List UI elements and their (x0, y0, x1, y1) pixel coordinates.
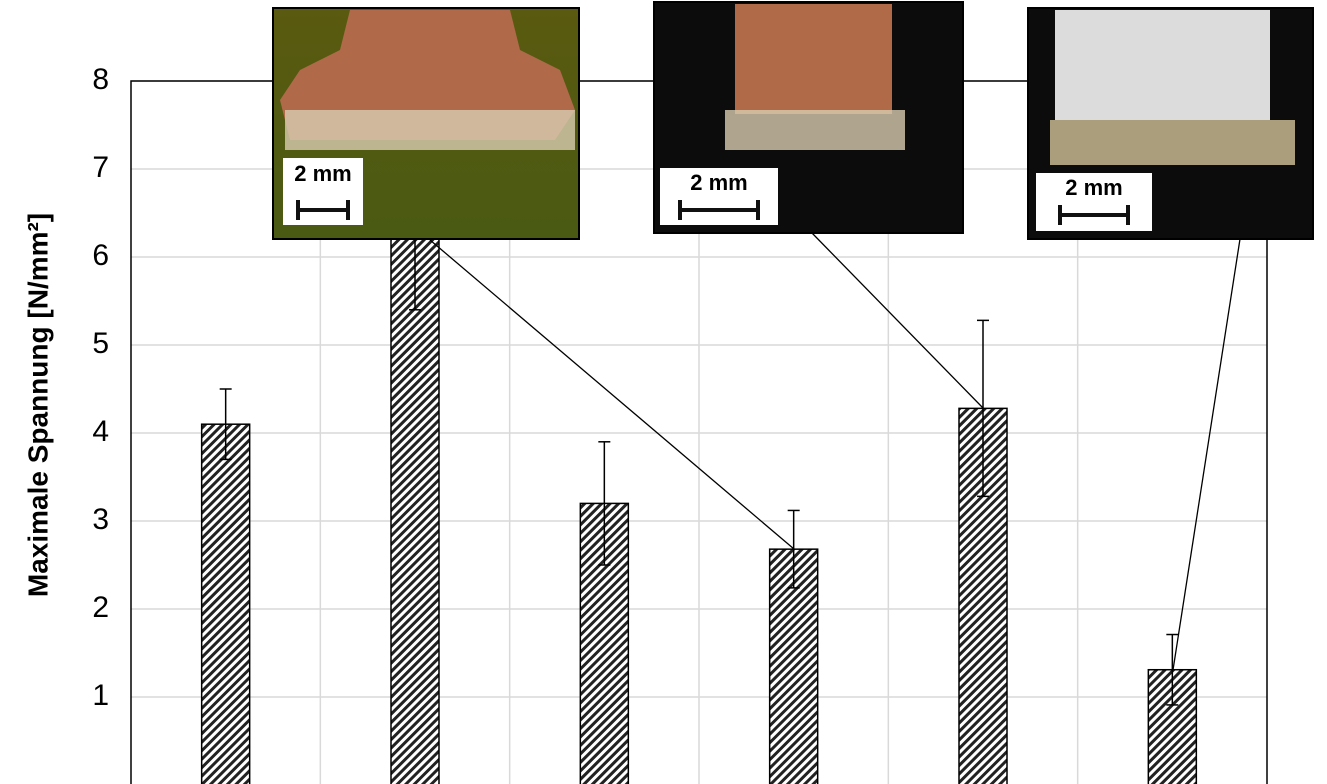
y-axis-label: Maximale Spannung [N/mm²] (22, 213, 53, 597)
y-tick-label: 6 (92, 239, 109, 272)
scale-label: 2 mm (1065, 175, 1122, 200)
bar (202, 424, 250, 784)
y-tick-label: 7 (92, 151, 109, 184)
y-tick-label: 1 (92, 679, 109, 712)
y-tick-label: 8 (92, 63, 109, 96)
scale-label: 2 mm (690, 170, 747, 195)
y-tick-label: 4 (92, 415, 109, 448)
chart: Maximale Spannung [N/mm²] 2 mm 2 mm 2 mm… (0, 0, 1327, 784)
y-tick-label: 2 (92, 591, 109, 624)
bar (391, 231, 439, 784)
scale-label: 2 mm (294, 161, 351, 186)
y-tick-label: 5 (92, 327, 109, 360)
y-tick-label: 3 (92, 503, 109, 536)
